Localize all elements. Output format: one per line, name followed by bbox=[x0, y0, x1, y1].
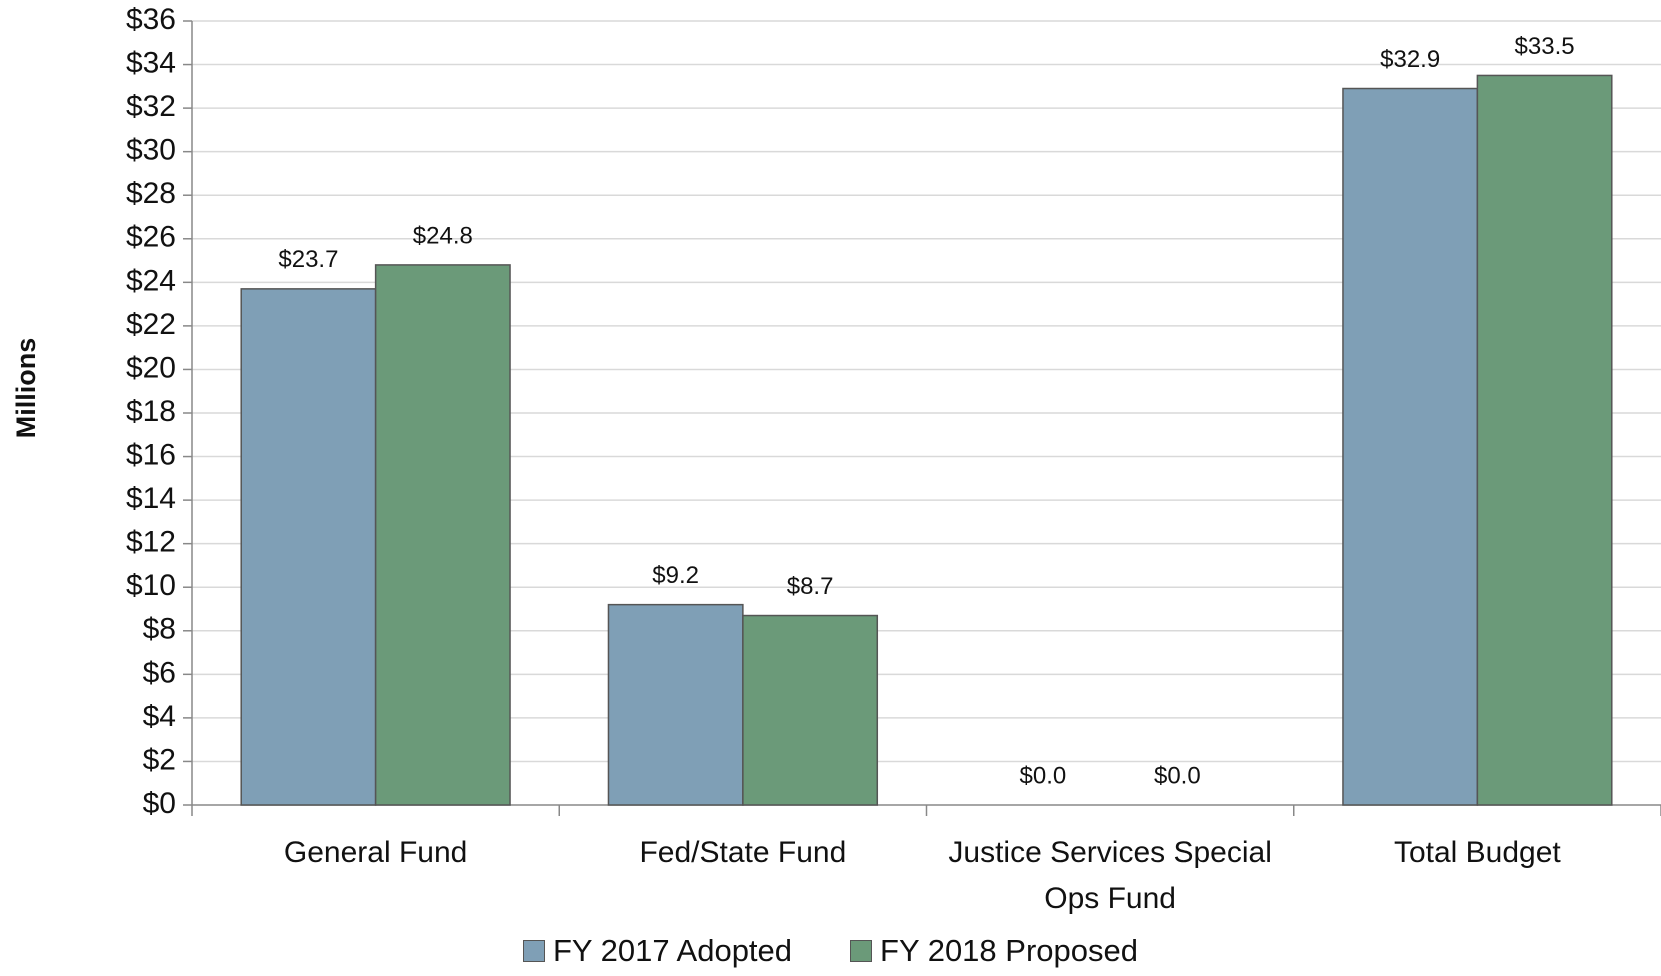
x-tick-label: General Fund bbox=[283, 836, 468, 869]
x-tick-label: Fed/State Fund bbox=[639, 836, 847, 869]
y-tick-label: $0 bbox=[143, 787, 176, 820]
legend-label: FY 2018 Proposed bbox=[880, 933, 1138, 968]
data-label: $8.7 bbox=[787, 573, 834, 600]
y-tick-label: $20 bbox=[126, 351, 176, 384]
data-label: $32.9 bbox=[1380, 46, 1440, 73]
data-label: $0.0 bbox=[1154, 762, 1201, 789]
y-tick-label: $24 bbox=[126, 264, 176, 297]
bar bbox=[374, 264, 511, 806]
y-tick-label: $12 bbox=[126, 526, 176, 559]
data-label: $23.7 bbox=[278, 246, 338, 273]
y-tick-label: $8 bbox=[143, 613, 176, 646]
legend-swatch bbox=[850, 940, 873, 962]
x-tick-label: Justice Services Special Ops Fund bbox=[948, 836, 1272, 915]
y-tick-label: $10 bbox=[126, 569, 176, 602]
y-tick-label: $18 bbox=[126, 395, 176, 428]
y-tick-label: $32 bbox=[126, 90, 176, 123]
y-tick-label: $22 bbox=[126, 308, 176, 341]
y-tick-label: $26 bbox=[126, 221, 176, 254]
data-label: $0.0 bbox=[1020, 762, 1067, 789]
y-tick-label: $34 bbox=[126, 46, 176, 79]
y-tick-label: $30 bbox=[126, 134, 176, 167]
y-axis-label: Millions bbox=[11, 338, 41, 439]
y-tick-label: $14 bbox=[126, 482, 176, 515]
bar bbox=[742, 614, 879, 806]
bar bbox=[1476, 74, 1613, 806]
x-tick-label: Total Budget bbox=[1393, 836, 1561, 869]
legend-label: FY 2017 Adopted bbox=[553, 933, 793, 968]
data-label: $33.5 bbox=[1515, 33, 1575, 60]
bar bbox=[1342, 87, 1479, 806]
data-label: $24.8 bbox=[413, 222, 473, 249]
legend-item: FY 2017 Adopted bbox=[523, 933, 792, 969]
data-label: $9.2 bbox=[652, 562, 699, 589]
legend-swatch bbox=[523, 940, 545, 962]
y-tick-label: $16 bbox=[126, 438, 176, 471]
y-tick-label: $6 bbox=[143, 656, 176, 689]
y-tick-label: $36 bbox=[126, 3, 176, 36]
bar bbox=[607, 603, 744, 806]
y-tick-label: $2 bbox=[143, 743, 176, 776]
y-tick-label: $28 bbox=[126, 177, 176, 210]
legend-item: FY 2018 Proposed bbox=[850, 933, 1138, 969]
y-tick-label: $4 bbox=[143, 700, 176, 733]
legend: FY 2017 Adopted FY 2018 Proposed bbox=[0, 933, 1661, 969]
bar bbox=[240, 288, 377, 806]
